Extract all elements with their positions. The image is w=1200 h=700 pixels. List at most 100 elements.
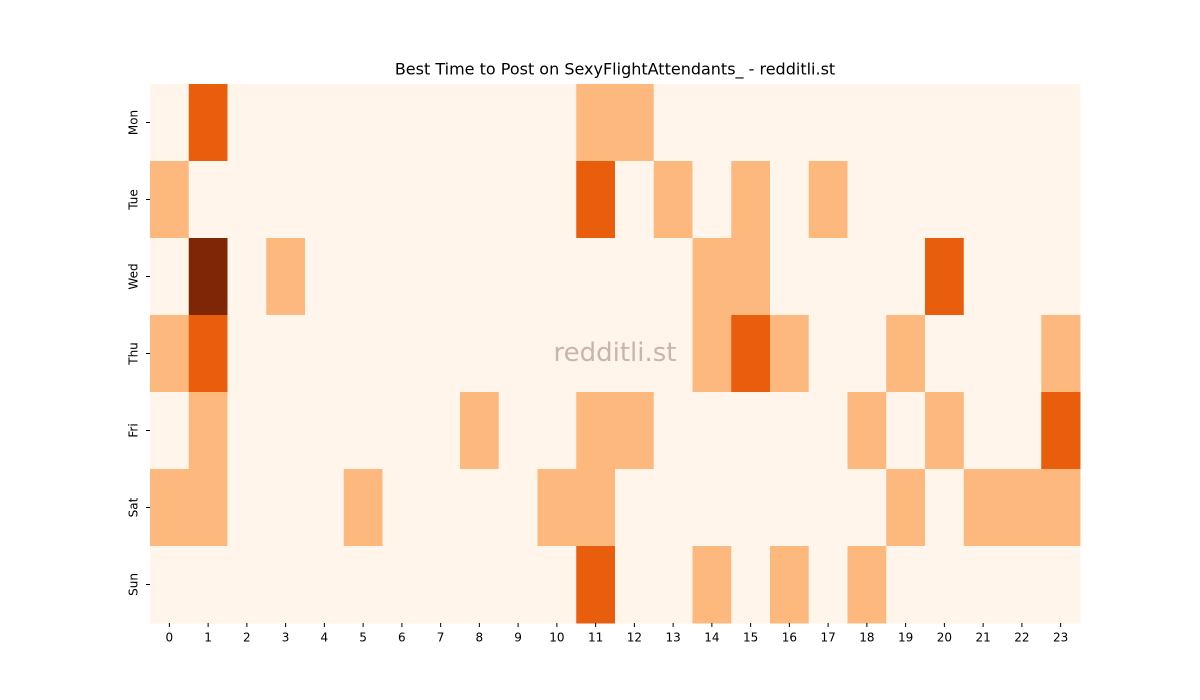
heatmap-cell xyxy=(886,546,926,624)
heatmap-cell xyxy=(770,161,810,239)
chart-title: Best Time to Post on SexyFlightAttendant… xyxy=(395,60,835,80)
heatmap-cell xyxy=(460,315,500,393)
heatmap-cell xyxy=(576,161,616,239)
heatmap-cell xyxy=(653,238,693,316)
heatmap-cell xyxy=(343,161,383,239)
heatmap-cell xyxy=(770,84,810,162)
heatmap-cell xyxy=(498,392,538,470)
heatmap-cell xyxy=(615,161,655,239)
heatmap-cell xyxy=(692,315,732,393)
heatmap-cell xyxy=(227,84,267,162)
x-tick-label: 14 xyxy=(704,631,719,645)
heatmap-cell xyxy=(498,84,538,162)
heatmap-cell xyxy=(382,84,422,162)
heatmap-cell xyxy=(188,469,228,547)
heatmap-cell xyxy=(1002,161,1042,239)
heatmap-cell xyxy=(150,315,190,393)
heatmap-cell xyxy=(770,469,810,547)
heatmap-cell xyxy=(305,84,345,162)
heatmap-cell xyxy=(227,469,267,547)
heatmap-cell xyxy=(615,546,655,624)
x-tick-label: 13 xyxy=(665,631,680,645)
heatmap-cell xyxy=(537,392,577,470)
x-tick-label: 21 xyxy=(975,631,990,645)
heatmap-cell xyxy=(227,546,267,624)
heatmap-cell xyxy=(653,469,693,547)
heatmap-cell xyxy=(421,392,461,470)
heatmap-cell xyxy=(925,315,965,393)
heatmap-cell xyxy=(266,469,306,547)
heatmap-cell xyxy=(963,315,1003,393)
heatmap-cell xyxy=(498,161,538,239)
heatmap-cell xyxy=(731,392,771,470)
heatmap-cell xyxy=(692,84,732,162)
heatmap-cell xyxy=(886,392,926,470)
heatmap-cell xyxy=(653,315,693,393)
heatmap-cell xyxy=(227,238,267,316)
heatmap-cell xyxy=(305,161,345,239)
y-tick-label: Sat xyxy=(127,497,141,517)
heatmap-cell xyxy=(808,546,848,624)
heatmap-cell xyxy=(460,469,500,547)
heatmap-cell xyxy=(537,238,577,316)
heatmap-cell xyxy=(537,161,577,239)
heatmap-cell xyxy=(925,84,965,162)
heatmap-cell xyxy=(460,238,500,316)
heatmap-cell xyxy=(150,392,190,470)
x-tick-label: 7 xyxy=(437,631,445,645)
heatmap-cell xyxy=(266,84,306,162)
heatmap-cell xyxy=(1041,469,1081,547)
heatmap-cell xyxy=(886,238,926,316)
heatmap-cell xyxy=(808,469,848,547)
x-tick-label: 17 xyxy=(820,631,835,645)
heatmap-cell xyxy=(227,315,267,393)
heatmap-cell xyxy=(1041,315,1081,393)
heatmap-cell xyxy=(188,84,228,162)
heatmap-cell xyxy=(615,392,655,470)
heatmap-cell xyxy=(886,315,926,393)
y-tick-label: Sun xyxy=(127,573,141,596)
heatmap-cell xyxy=(343,238,383,316)
heatmap-cell xyxy=(421,84,461,162)
heatmap-cell xyxy=(770,546,810,624)
heatmap-cell xyxy=(925,161,965,239)
heatmap-cell xyxy=(886,161,926,239)
heatmap-cell xyxy=(266,392,306,470)
heatmap-cell xyxy=(963,84,1003,162)
heatmap-cell xyxy=(731,469,771,547)
heatmap-cell xyxy=(188,546,228,624)
x-tick-label: 8 xyxy=(476,631,484,645)
watermark: redditli.st xyxy=(554,338,677,368)
heatmap-cell xyxy=(498,315,538,393)
x-tick-label: 22 xyxy=(1014,631,1029,645)
heatmap-cell xyxy=(382,161,422,239)
heatmap-cell xyxy=(343,469,383,547)
heatmap-cell xyxy=(382,315,422,393)
heatmap-cell xyxy=(925,392,965,470)
heatmap-cell xyxy=(963,161,1003,239)
heatmap-cell xyxy=(1002,469,1042,547)
heatmap-cell xyxy=(460,392,500,470)
heatmap-cell xyxy=(886,469,926,547)
heatmap-cell xyxy=(808,392,848,470)
heatmap-cell xyxy=(188,238,228,316)
heatmap-cell xyxy=(1002,315,1042,393)
heatmap-cell xyxy=(847,392,887,470)
x-tick-label: 4 xyxy=(321,631,329,645)
heatmap-cell xyxy=(576,469,616,547)
heatmap-cell xyxy=(692,392,732,470)
heatmap-cell xyxy=(498,469,538,547)
x-tick-label: 5 xyxy=(359,631,367,645)
heatmap-cell xyxy=(808,161,848,239)
heatmap-cell xyxy=(615,238,655,316)
heatmap-cell xyxy=(421,469,461,547)
heatmap-cell xyxy=(460,84,500,162)
heatmap-cell xyxy=(770,315,810,393)
x-tick-label: 20 xyxy=(937,631,952,645)
heatmap-cell xyxy=(266,161,306,239)
heatmap-cell xyxy=(963,469,1003,547)
heatmap-cell xyxy=(692,238,732,316)
heatmap-cell xyxy=(886,84,926,162)
x-tick-label: 23 xyxy=(1053,631,1068,645)
heatmap-cell xyxy=(150,469,190,547)
